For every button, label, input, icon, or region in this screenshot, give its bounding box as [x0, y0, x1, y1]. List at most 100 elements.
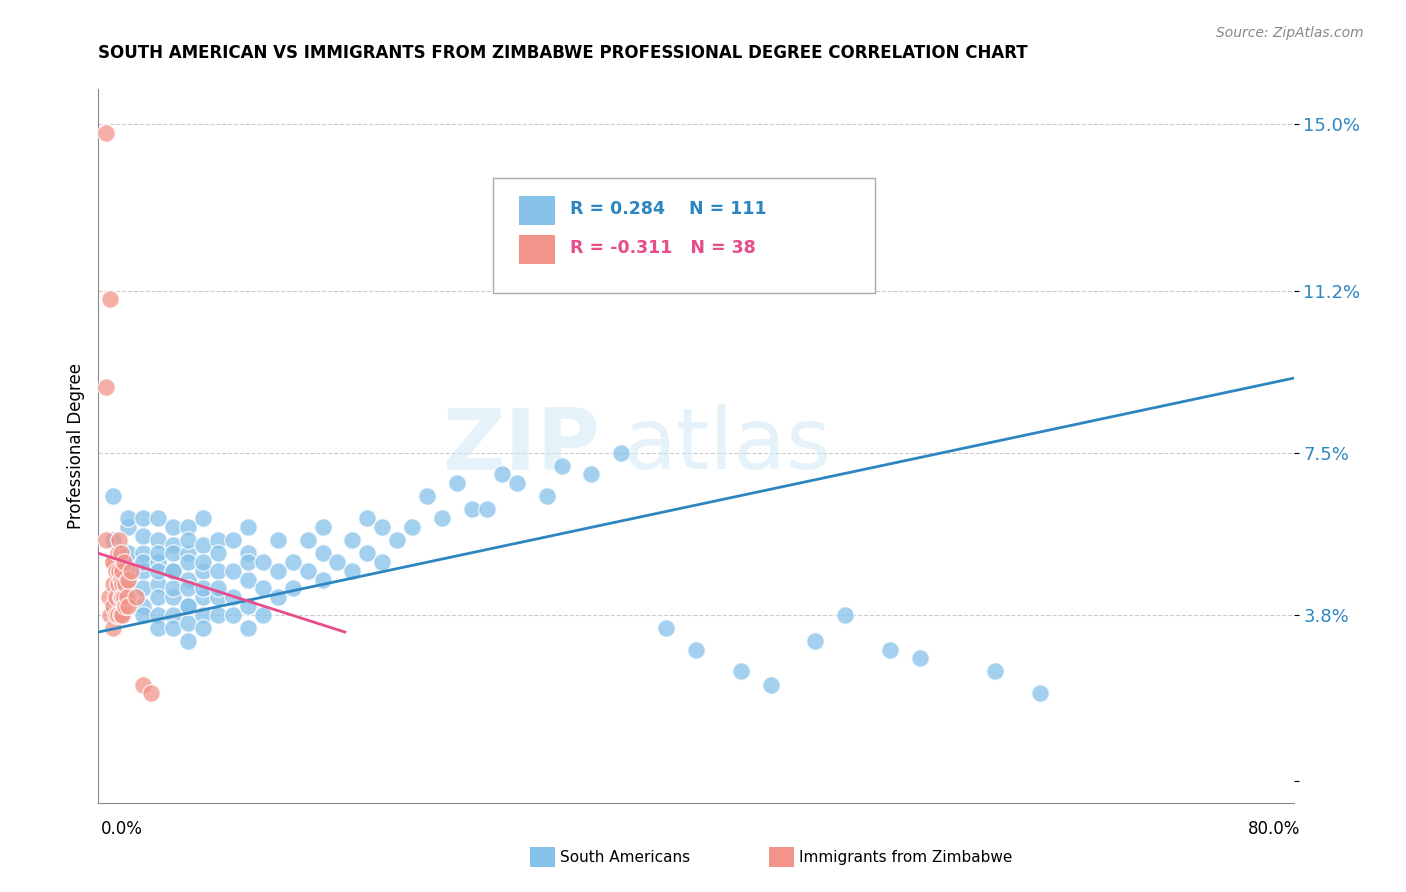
Point: [114, 599, 136, 613]
Point: [222, 533, 245, 548]
Point: [342, 564, 364, 578]
Point: [162, 582, 184, 596]
Point: [103, 577, 125, 591]
Point: [107, 546, 129, 560]
Point: [177, 573, 200, 587]
Point: [132, 555, 155, 569]
Point: [117, 511, 139, 525]
Point: [356, 546, 378, 560]
Text: SOUTH AMERICAN VS IMMIGRANTS FROM ZIMBABWE PROFESSIONAL DEGREE CORRELATION CHART: SOUTH AMERICAN VS IMMIGRANTS FROM ZIMBAB…: [98, 44, 1028, 62]
Point: [581, 467, 603, 482]
Text: 0.0%: 0.0%: [101, 820, 143, 838]
Point: [103, 489, 125, 503]
Point: [356, 511, 378, 525]
Point: [222, 607, 245, 622]
Point: [148, 546, 170, 560]
Point: [236, 621, 259, 635]
Point: [804, 633, 827, 648]
Point: [132, 677, 155, 691]
Point: [148, 577, 170, 591]
Point: [236, 555, 259, 569]
Point: [267, 564, 290, 578]
Point: [103, 555, 125, 569]
Point: [111, 564, 134, 578]
Point: [117, 564, 139, 578]
Point: [125, 590, 148, 604]
Point: [177, 546, 200, 560]
Point: [297, 564, 319, 578]
Text: R = 0.284    N = 111: R = 0.284 N = 111: [571, 200, 768, 218]
Point: [114, 577, 136, 591]
Text: ZIP: ZIP: [443, 404, 600, 488]
Point: [132, 582, 155, 596]
Point: [162, 520, 184, 534]
Point: [110, 607, 132, 622]
Point: [236, 520, 259, 534]
Point: [108, 533, 131, 548]
Text: Immigrants from Zimbabwe: Immigrants from Zimbabwe: [799, 850, 1012, 864]
Point: [908, 651, 931, 665]
Point: [94, 126, 117, 140]
Point: [103, 599, 125, 613]
Point: [267, 590, 290, 604]
Point: [267, 533, 290, 548]
Point: [475, 502, 498, 516]
Point: [162, 564, 184, 578]
Point: [148, 533, 170, 548]
Point: [177, 555, 200, 569]
Point: [311, 573, 333, 587]
Point: [311, 546, 333, 560]
Point: [120, 564, 142, 578]
Point: [105, 590, 128, 604]
Point: [148, 607, 170, 622]
Text: 80.0%: 80.0%: [1249, 820, 1301, 838]
FancyBboxPatch shape: [494, 178, 875, 293]
Point: [98, 293, 122, 307]
Point: [222, 564, 245, 578]
Point: [162, 590, 184, 604]
Point: [132, 607, 155, 622]
Point: [191, 621, 214, 635]
Point: [162, 621, 184, 635]
Point: [111, 577, 134, 591]
Point: [177, 616, 200, 631]
Point: [191, 582, 214, 596]
Point: [162, 564, 184, 578]
Point: [107, 607, 129, 622]
Text: South Americans: South Americans: [560, 850, 690, 864]
Point: [879, 642, 901, 657]
Point: [94, 380, 117, 394]
Point: [162, 607, 184, 622]
Point: [132, 546, 155, 560]
Point: [371, 520, 394, 534]
Point: [207, 590, 229, 604]
Point: [281, 582, 304, 596]
Point: [98, 607, 122, 622]
Point: [105, 564, 128, 578]
Point: [297, 533, 319, 548]
Point: [148, 621, 170, 635]
Point: [110, 573, 132, 587]
Point: [655, 621, 678, 635]
Point: [94, 533, 117, 548]
Point: [191, 537, 214, 551]
Point: [162, 537, 184, 551]
Point: [148, 555, 170, 569]
Point: [111, 607, 134, 622]
Point: [983, 665, 1005, 679]
Point: [236, 546, 259, 560]
Point: [461, 502, 484, 516]
Point: [446, 476, 468, 491]
Point: [1028, 686, 1050, 700]
Point: [236, 573, 259, 587]
Point: [177, 633, 200, 648]
Point: [117, 577, 139, 591]
Point: [177, 599, 200, 613]
Point: [491, 467, 513, 482]
Point: [236, 599, 259, 613]
Point: [252, 607, 274, 622]
Point: [117, 520, 139, 534]
Point: [117, 573, 139, 587]
Point: [416, 489, 439, 503]
Point: [103, 555, 125, 569]
